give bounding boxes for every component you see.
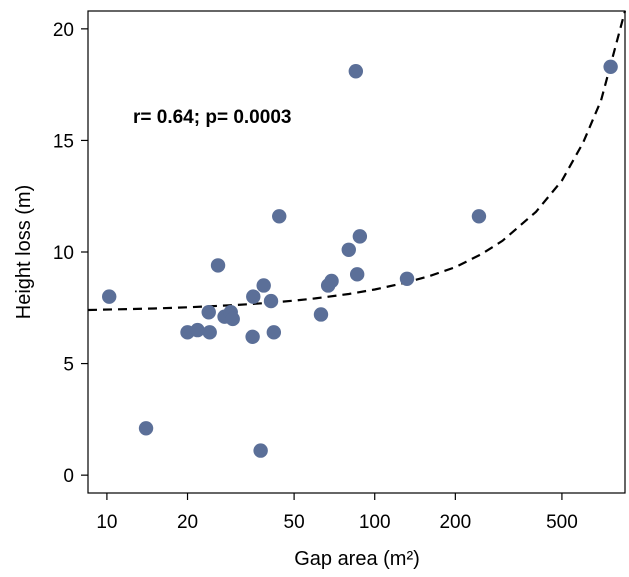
annotation-text: r= 0.64; p= 0.0003 (133, 107, 291, 128)
data-point (313, 307, 329, 322)
data-point (202, 325, 217, 340)
data-point (245, 329, 260, 344)
x-tick-label: 20 (177, 512, 198, 533)
data-point (225, 311, 240, 327)
data-point (246, 289, 261, 304)
data-point (138, 421, 154, 436)
x-tick-label: 10 (96, 512, 117, 533)
data-point (399, 271, 415, 286)
x-tick-label: 500 (546, 512, 578, 533)
data-point (471, 209, 487, 224)
y-tick-label: 0 (63, 466, 74, 487)
data-point (201, 305, 216, 320)
x-tick-label: 200 (439, 512, 471, 533)
y-tick-label: 5 (63, 355, 74, 376)
data-point (341, 242, 356, 257)
x-tick-label: 100 (359, 512, 391, 533)
data-point (349, 267, 365, 282)
data-point (603, 59, 618, 74)
x-tick-label: 50 (284, 512, 305, 533)
data-point (324, 273, 339, 289)
data-point (272, 209, 287, 224)
data-point (256, 278, 271, 293)
data-point (352, 229, 368, 244)
data-point (266, 325, 282, 340)
data-point (102, 289, 117, 304)
y-axis-ticks: 0 5 10 15 20 (53, 20, 88, 487)
data-points (102, 59, 618, 458)
data-point (210, 258, 226, 273)
data-point (190, 322, 205, 338)
data-point (253, 443, 268, 458)
x-axis-ticks: 10 20 50 100 200 500 (96, 493, 578, 533)
data-point (348, 64, 364, 79)
data-point (263, 293, 279, 309)
y-tick-label: 20 (53, 20, 74, 41)
y-tick-label: 15 (53, 131, 74, 152)
y-tick-label: 10 (53, 243, 74, 264)
x-axis-title: Gap area (m²) (294, 548, 420, 570)
y-axis-title: Height loss (m) (13, 185, 35, 319)
